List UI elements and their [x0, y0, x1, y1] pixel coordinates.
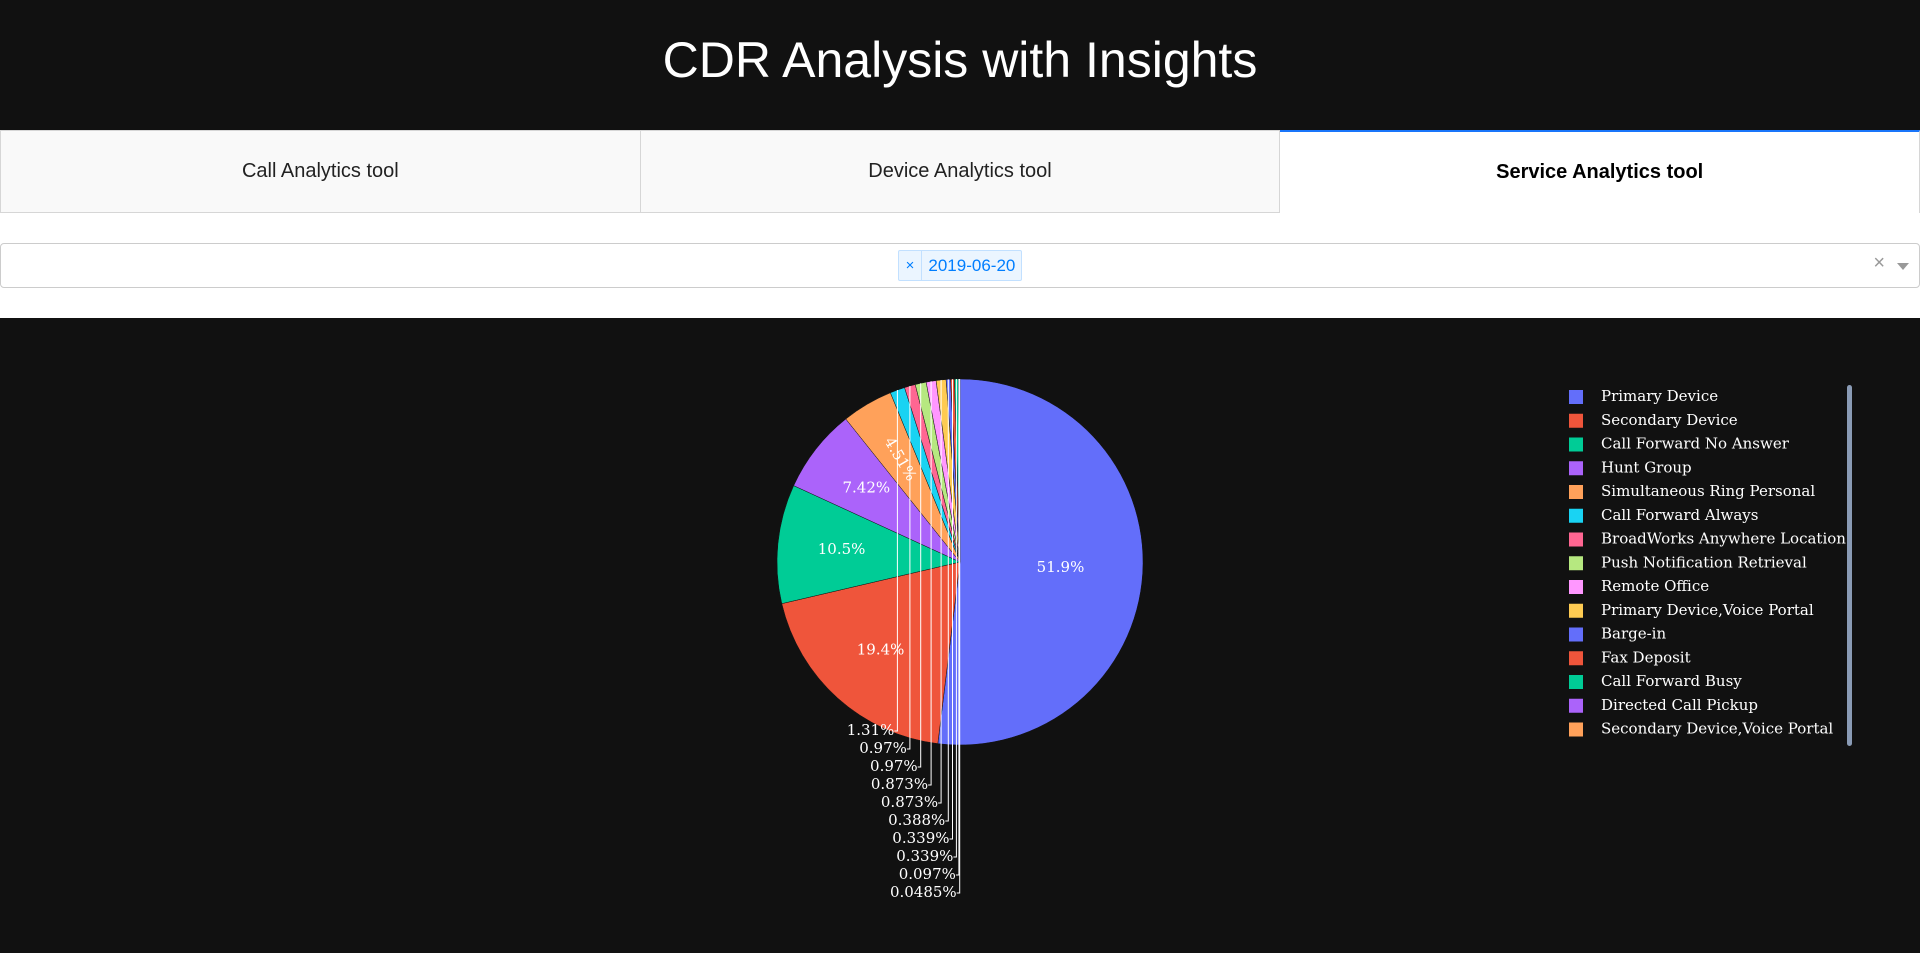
legend-label: Directed Call Pickup [1601, 696, 1758, 714]
slice-label-hunt-group: 7.42% [842, 479, 890, 497]
legend-label: Primary Device,Voice Portal [1601, 601, 1814, 619]
legend-swatch [1569, 508, 1583, 523]
chevron-down-icon[interactable] [1897, 263, 1909, 270]
slice-label-primary-device: 51.9% [1037, 558, 1085, 576]
pie-labels: 51.9%19.4%10.5%7.42%4.51%1.31%0.97%0.97%… [818, 379, 1085, 901]
selected-date-chip: × 2019-06-20 [897, 250, 1023, 281]
legend-label: Hunt Group [1601, 458, 1692, 476]
legend-label: BroadWorks Anywhere Location [1601, 530, 1846, 548]
legend-swatch [1569, 651, 1583, 666]
legend-label: Secondary Device [1601, 411, 1738, 429]
slice-label-call-forward-always: 1.31% [847, 721, 895, 739]
slice-label-barge-in: 0.388% [888, 811, 945, 829]
slice-label-secondary-device: 19.4% [857, 641, 905, 659]
slice-label-directed-call-pickup: 0.097% [899, 865, 956, 883]
tab-bar: Call Analytics tool Device Analytics too… [0, 130, 1920, 213]
legend-scrollbar[interactable] [1847, 385, 1852, 746]
tab-call-analytics[interactable]: Call Analytics tool [0, 130, 641, 213]
slice-leader-line [949, 379, 953, 840]
slice-leader-line [906, 386, 911, 750]
slice-leader-line [917, 383, 922, 768]
legend-item-secondary-device[interactable]: Secondary Device [1569, 411, 1738, 429]
legend-item-primary-device-voice-portal[interactable]: Primary Device,Voice Portal [1569, 601, 1814, 619]
legend-item-hunt-group[interactable]: Hunt Group [1569, 458, 1692, 476]
legend-item-secondary-device-voice-portal[interactable]: Secondary Device,Voice Portal [1569, 720, 1833, 738]
legend-swatch [1569, 437, 1583, 452]
slice-label-secondary-device-voice-portal: 0.0485% [890, 883, 957, 901]
slice-label-primary-device-voice-portal: 0.873% [881, 793, 938, 811]
selected-date-label: 2019-06-20 [928, 255, 1016, 275]
legend-item-push-notification-retrieval[interactable]: Push Notification Retrieval [1569, 553, 1807, 571]
tab-device-analytics[interactable]: Device Analytics tool [640, 130, 1281, 213]
legend-swatch [1569, 461, 1583, 476]
legend-swatch [1569, 556, 1583, 571]
legend-label: Call Forward No Answer [1601, 435, 1790, 453]
legend-swatch [1569, 485, 1583, 499]
pie-slice-primary-device[interactable] [937, 378, 1144, 746]
legend-swatch [1569, 532, 1583, 547]
legend-item-barge-in[interactable]: Barge-in [1569, 625, 1666, 643]
legend-item-fax-deposit[interactable]: Fax Deposit [1569, 648, 1691, 666]
slice-leader-line [953, 379, 957, 858]
chart-legend: Primary Device Secondary Device Call Forwa… [1569, 387, 1846, 738]
page-header: CDR Analysis with Insights [0, 0, 1920, 130]
slice-leader-line [928, 381, 932, 786]
legend-item-call-forward-no-answer[interactable]: Call Forward No Answer [1569, 435, 1790, 453]
pie-chart[interactable]: 51.9%19.4%10.5%7.42%4.51%1.31%0.97%0.97%… [0, 318, 1920, 953]
slice-label-remote-office: 0.873% [871, 775, 928, 793]
legend-label: Remote Office [1601, 577, 1709, 595]
slice-leader-line [956, 379, 961, 894]
legend-item-simultaneous-ring-personal[interactable]: Simultaneous Ring Personal [1569, 482, 1815, 500]
legend-swatch [1569, 390, 1583, 404]
legend-item-broadworks-anywhere-location[interactable]: BroadWorks Anywhere Location [1569, 530, 1846, 548]
slice-label-push-notification-retrieval: 0.97% [870, 757, 918, 775]
page-title: CDR Analysis with Insights [662, 32, 1258, 88]
slice-leader-line [945, 379, 949, 822]
date-dropdown[interactable]: × 2019-06-20 × [0, 243, 1920, 288]
slice-label-fax-deposit: 0.339% [892, 829, 949, 847]
slice-leader-line [955, 379, 960, 876]
pie-slice-secondary-device[interactable] [781, 561, 961, 744]
slice-label-call-forward-no-answer: 10.5% [818, 540, 866, 558]
legend-label: Fax Deposit [1601, 648, 1691, 666]
tab-service-analytics[interactable]: Service Analytics tool [1280, 130, 1920, 213]
legend-item-call-forward-always[interactable]: Call Forward Always [1569, 506, 1758, 524]
legend-label: Primary Device [1601, 387, 1718, 405]
remove-date-icon[interactable]: × [899, 251, 923, 280]
slice-leader-line [938, 380, 942, 804]
legend-swatch [1569, 722, 1583, 737]
pie-slice-call-forward-no-answer[interactable] [776, 485, 961, 604]
legend-swatch [1569, 698, 1583, 713]
legend-swatch [1569, 675, 1583, 689]
legend-label: Call Forward Busy [1601, 672, 1742, 690]
legend-label: Simultaneous Ring Personal [1601, 482, 1815, 500]
legend-swatch [1569, 603, 1583, 618]
legend-item-primary-device[interactable]: Primary Device [1569, 387, 1718, 405]
legend-swatch [1569, 627, 1583, 642]
clear-selection-icon[interactable]: × [1873, 252, 1885, 274]
legend-swatch [1569, 580, 1583, 594]
slice-label-call-forward-busy: 0.339% [896, 847, 953, 865]
legend-label: Secondary Device,Voice Portal [1601, 720, 1833, 738]
slice-label-broadworks-anywhere-location: 0.97% [859, 739, 907, 757]
legend-item-call-forward-busy[interactable]: Call Forward Busy [1569, 672, 1742, 690]
legend-label: Call Forward Always [1601, 506, 1758, 524]
slice-leader-line [894, 390, 898, 732]
legend-label: Barge-in [1601, 625, 1666, 643]
legend-item-remote-office[interactable]: Remote Office [1569, 577, 1709, 595]
legend-swatch [1569, 413, 1583, 428]
pie-chart-panel: 51.9% 19.4% 10.5% 7.42% 4.51% 1.31% 0.97% 0.97%… [0, 318, 1920, 953]
legend-item-directed-call-pickup[interactable]: Directed Call Pickup [1569, 696, 1758, 714]
legend-label: Push Notification Retrieval [1601, 553, 1807, 571]
